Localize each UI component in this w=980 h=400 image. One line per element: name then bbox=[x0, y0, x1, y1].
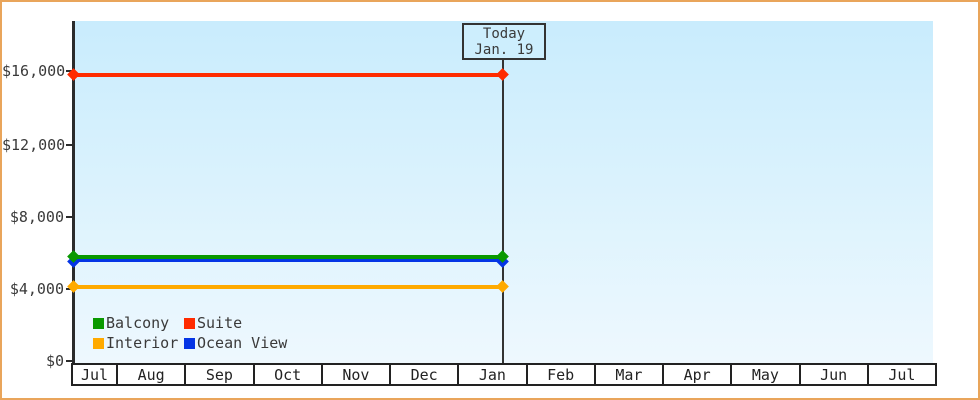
price-line-interior-solid bbox=[74, 285, 503, 289]
price-line-suite-dashed bbox=[507, 73, 933, 77]
month-cell-apr: Apr bbox=[662, 365, 730, 384]
today-label: Today bbox=[482, 26, 526, 42]
month-cell-dec: Dec bbox=[389, 365, 457, 384]
month-axis: Jul Aug Sep Oct Nov Dec Jan Feb Mar Apr … bbox=[71, 363, 937, 386]
legend-label-ocean-view: Ocean View bbox=[197, 334, 288, 352]
price-line-suite-solid bbox=[74, 73, 503, 77]
price-line-interior-dashed bbox=[507, 285, 933, 289]
y-tick-label: $4,000 bbox=[9, 280, 64, 298]
today-date: Jan. 19 bbox=[474, 42, 534, 58]
ocean-view-swatch bbox=[184, 337, 195, 349]
price-line-ocean-view-solid bbox=[74, 259, 503, 262]
y-tick-mark bbox=[66, 216, 73, 218]
month-cell-jun: Jun bbox=[798, 365, 867, 384]
legend-label-suite: Suite bbox=[197, 314, 243, 332]
legend-label-balcony: Balcony bbox=[106, 314, 170, 332]
y-tick-mark bbox=[66, 360, 73, 362]
y-tick-label: $0 bbox=[45, 352, 64, 370]
legend: Balcony Suite Interior Ocean View bbox=[93, 313, 287, 353]
today-line bbox=[502, 59, 504, 363]
y-tick-label: $8,000 bbox=[9, 208, 64, 226]
price-line-ocean-view-dashed bbox=[507, 259, 933, 262]
month-cell-mar: Mar bbox=[593, 365, 662, 384]
month-cell-sep: Sep bbox=[184, 365, 252, 384]
price-line-balcony-dashed bbox=[507, 255, 933, 259]
legend-item-balcony: Balcony bbox=[93, 314, 184, 332]
month-cell-feb: Feb bbox=[525, 365, 594, 384]
legend-row: Interior Ocean View bbox=[93, 333, 287, 353]
month-cell-may: May bbox=[730, 365, 798, 384]
month-cell-oct: Oct bbox=[252, 365, 321, 384]
today-box: Today Jan. 19 bbox=[462, 23, 546, 60]
month-cell-jan: Jan bbox=[457, 365, 525, 384]
y-tick-label: $12,000 bbox=[2, 136, 66, 154]
legend-item-suite: Suite bbox=[184, 314, 242, 332]
legend-row: Balcony Suite bbox=[93, 313, 287, 333]
month-cell-nov: Nov bbox=[320, 365, 389, 384]
month-cell-aug: Aug bbox=[116, 365, 184, 384]
legend-label-interior: Interior bbox=[106, 334, 179, 352]
balcony-swatch bbox=[93, 317, 104, 329]
suite-swatch bbox=[184, 317, 195, 329]
month-cell-jul1: Jul bbox=[80, 365, 109, 384]
legend-item-ocean-view: Ocean View bbox=[184, 334, 287, 352]
y-tick-mark bbox=[66, 144, 73, 146]
month-cell-jul2: Jul bbox=[866, 365, 935, 384]
price-line-balcony-solid bbox=[74, 255, 503, 259]
interior-swatch bbox=[93, 337, 104, 349]
y-axis-line bbox=[72, 21, 75, 363]
y-tick-label: $16,000 bbox=[2, 62, 66, 80]
legend-item-interior: Interior bbox=[93, 334, 184, 352]
